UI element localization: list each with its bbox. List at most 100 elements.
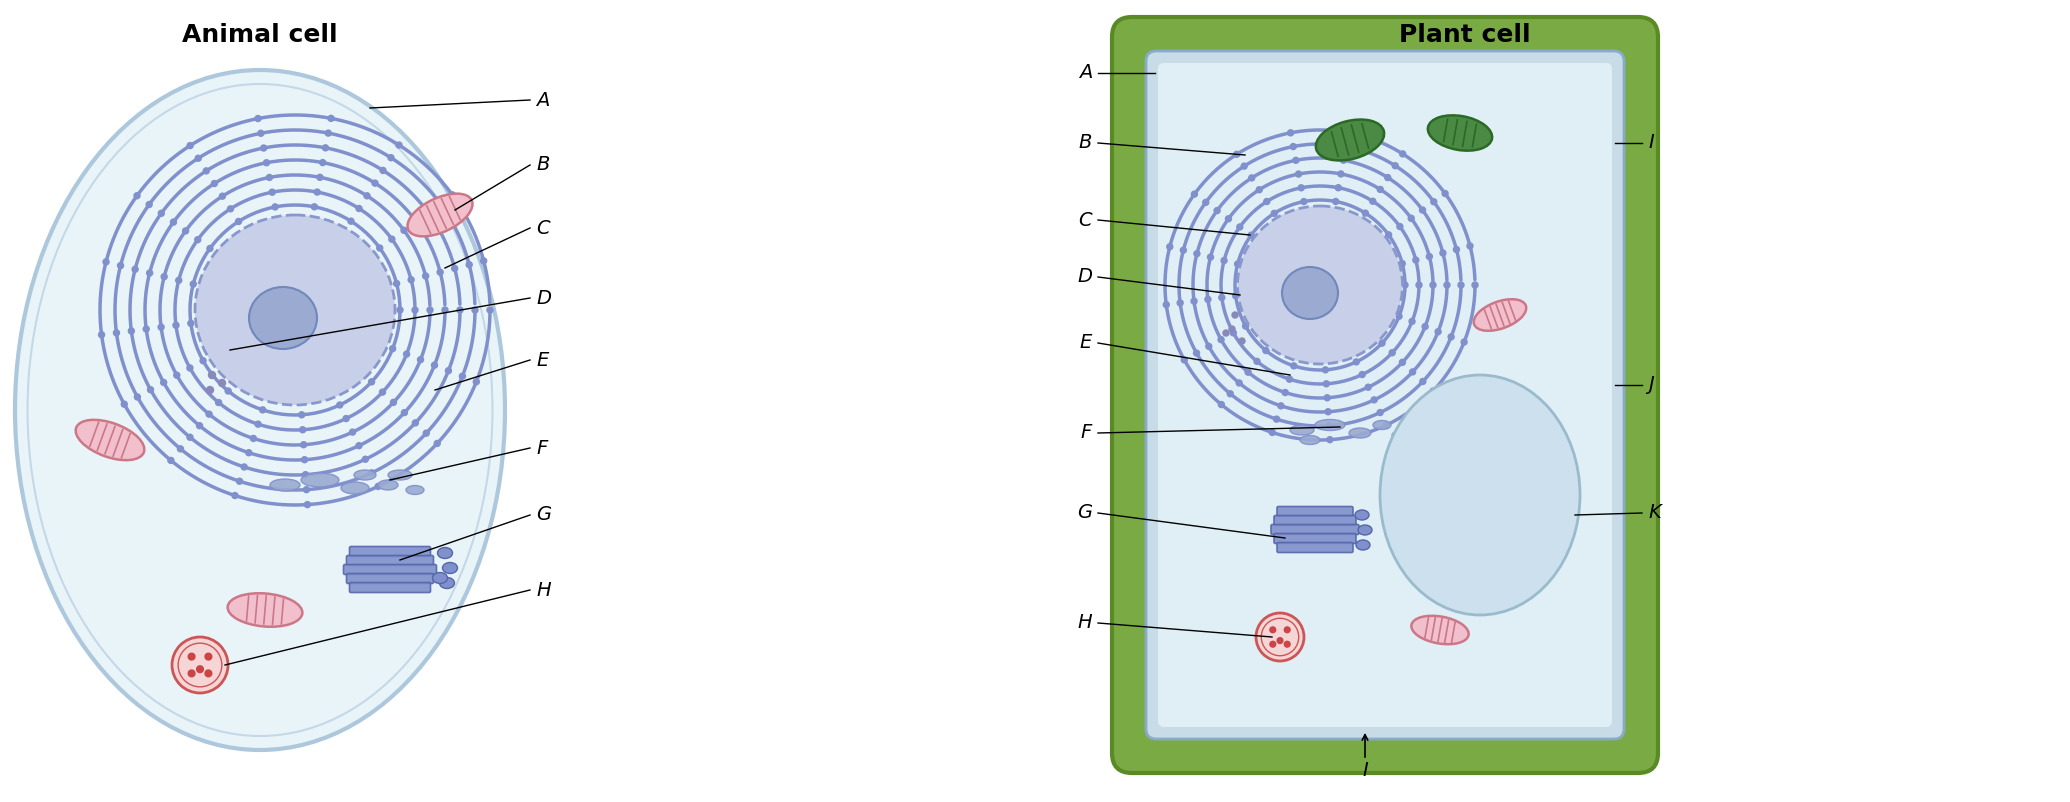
Circle shape — [1420, 207, 1426, 213]
Circle shape — [207, 245, 213, 252]
Circle shape — [466, 261, 472, 268]
Circle shape — [1234, 293, 1238, 299]
Circle shape — [402, 227, 408, 233]
Circle shape — [1219, 294, 1225, 301]
Circle shape — [147, 270, 153, 276]
Ellipse shape — [269, 479, 300, 491]
Circle shape — [195, 156, 201, 161]
Circle shape — [186, 434, 193, 440]
Text: G: G — [1076, 504, 1093, 522]
Circle shape — [1228, 391, 1234, 397]
Ellipse shape — [300, 473, 339, 487]
Text: D: D — [536, 289, 551, 307]
FancyBboxPatch shape — [1277, 507, 1354, 516]
Circle shape — [1240, 338, 1244, 344]
Circle shape — [211, 180, 217, 187]
Circle shape — [118, 262, 124, 269]
Circle shape — [1341, 157, 1346, 163]
Ellipse shape — [228, 593, 302, 626]
Text: Plant cell: Plant cell — [1399, 23, 1532, 47]
Circle shape — [1360, 371, 1366, 378]
Circle shape — [197, 423, 203, 429]
Circle shape — [414, 218, 418, 225]
Circle shape — [1221, 257, 1228, 264]
Circle shape — [1178, 300, 1184, 306]
Text: Animal cell: Animal cell — [182, 23, 337, 47]
Ellipse shape — [1428, 115, 1492, 151]
Circle shape — [147, 387, 153, 393]
Circle shape — [1265, 199, 1269, 205]
Circle shape — [186, 143, 193, 148]
Circle shape — [219, 193, 226, 199]
Circle shape — [368, 470, 375, 476]
Circle shape — [364, 192, 371, 199]
Circle shape — [1414, 257, 1418, 263]
Circle shape — [472, 307, 478, 313]
Circle shape — [1401, 282, 1408, 288]
Circle shape — [1190, 298, 1196, 304]
Circle shape — [298, 411, 304, 418]
Circle shape — [1167, 244, 1174, 249]
Circle shape — [1327, 436, 1333, 443]
Circle shape — [259, 407, 265, 413]
Circle shape — [228, 351, 236, 358]
Circle shape — [1370, 397, 1377, 403]
Ellipse shape — [1314, 419, 1346, 431]
Circle shape — [304, 501, 310, 508]
Circle shape — [1298, 184, 1304, 191]
Text: H: H — [536, 581, 551, 600]
Text: E: E — [536, 350, 549, 370]
Circle shape — [1430, 388, 1437, 394]
Ellipse shape — [387, 470, 412, 480]
Circle shape — [350, 429, 356, 435]
Circle shape — [422, 273, 428, 279]
Circle shape — [1180, 247, 1186, 253]
Circle shape — [271, 204, 277, 210]
Circle shape — [1333, 198, 1339, 205]
Ellipse shape — [1238, 206, 1403, 364]
Circle shape — [1370, 198, 1377, 205]
Circle shape — [1256, 613, 1304, 661]
Circle shape — [99, 332, 106, 338]
Circle shape — [373, 180, 379, 186]
Circle shape — [1410, 318, 1416, 325]
Circle shape — [269, 189, 275, 195]
Circle shape — [1385, 232, 1391, 238]
Circle shape — [1223, 330, 1230, 336]
Circle shape — [1377, 186, 1383, 192]
Circle shape — [147, 201, 153, 208]
Circle shape — [1242, 323, 1248, 329]
Circle shape — [1389, 350, 1395, 356]
Ellipse shape — [342, 482, 368, 494]
Text: E: E — [1081, 334, 1093, 353]
Text: D: D — [1076, 268, 1093, 286]
Circle shape — [1215, 208, 1219, 213]
Circle shape — [315, 189, 321, 195]
Text: C: C — [536, 218, 551, 237]
Circle shape — [1230, 326, 1236, 332]
Circle shape — [1343, 144, 1350, 149]
Circle shape — [188, 654, 195, 660]
Ellipse shape — [443, 562, 457, 573]
Ellipse shape — [1391, 431, 1408, 439]
Circle shape — [375, 484, 381, 489]
Ellipse shape — [14, 70, 505, 750]
Circle shape — [1422, 323, 1428, 330]
Circle shape — [325, 130, 331, 136]
Circle shape — [1269, 642, 1275, 647]
Ellipse shape — [77, 419, 145, 460]
FancyBboxPatch shape — [350, 546, 431, 557]
Circle shape — [1207, 254, 1213, 260]
Circle shape — [327, 115, 333, 121]
Circle shape — [418, 357, 424, 363]
Ellipse shape — [1281, 267, 1337, 319]
Circle shape — [1248, 233, 1254, 238]
Circle shape — [1232, 312, 1238, 318]
Circle shape — [1277, 638, 1283, 643]
Circle shape — [368, 379, 375, 385]
Circle shape — [1325, 409, 1331, 415]
Ellipse shape — [248, 287, 317, 349]
Circle shape — [1399, 261, 1406, 266]
Circle shape — [431, 363, 437, 368]
Ellipse shape — [1300, 435, 1321, 444]
